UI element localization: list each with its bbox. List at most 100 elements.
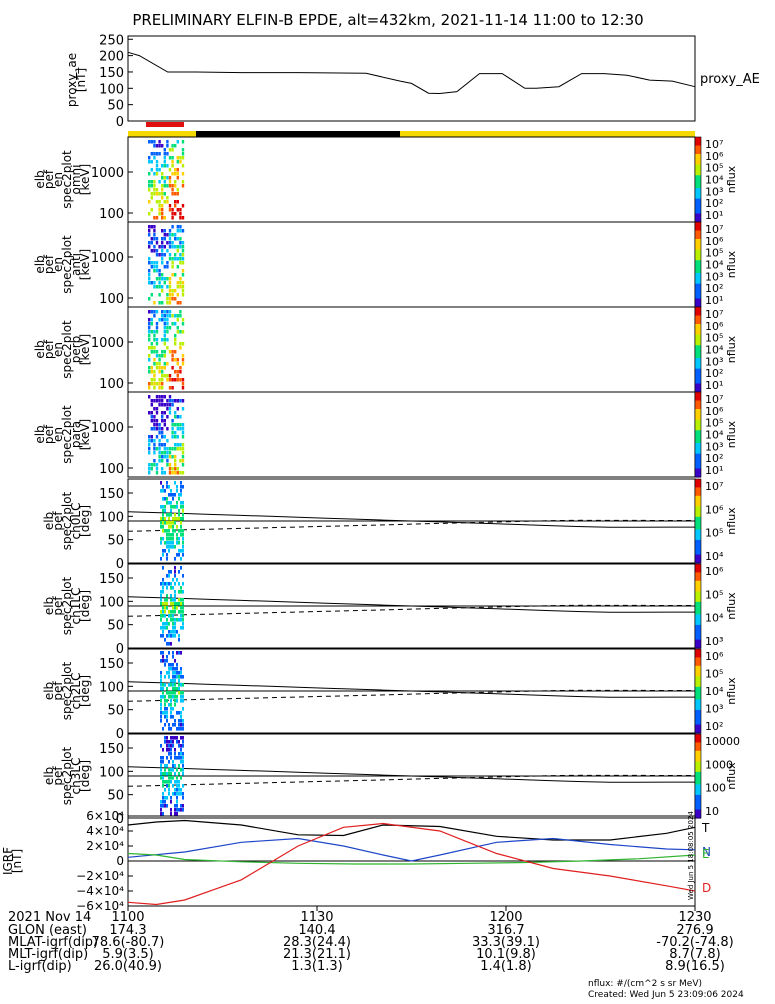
spec-cbar-cell: [695, 300, 701, 304]
pa-pixel: [176, 505, 178, 509]
spec-pixel: [163, 374, 166, 378]
spec-pixel: [174, 334, 177, 338]
spec-pixel: [174, 237, 177, 241]
pa-pixel: [172, 630, 174, 634]
igrf-tick-label: 6×10⁴: [86, 809, 124, 823]
pa-pixel: [178, 493, 180, 497]
pa-pixel: [168, 727, 170, 731]
pa-pixel: [182, 602, 184, 606]
spec-pixel: [153, 237, 156, 241]
pa-pixel: [182, 792, 184, 796]
pa-cbar-cell: [695, 487, 701, 491]
spec-pixel: [176, 188, 179, 192]
pa-pixel: [166, 780, 168, 784]
spec-pixel: [155, 354, 159, 358]
spec-cbar-tick: 10²: [705, 282, 723, 295]
pa-pixel: [182, 752, 184, 756]
spec-pixel: [161, 382, 164, 386]
pa-cbar-cell: [695, 755, 701, 758]
spec-cbar-cell: [695, 304, 701, 308]
pa-pixel: [178, 764, 180, 768]
spec-pixel: [176, 168, 179, 172]
pa-cbar-cell: [695, 716, 701, 719]
pa-pixel: [164, 489, 166, 493]
spec-cbar-cell: [695, 232, 701, 236]
pa-pixel: [160, 812, 162, 816]
pa-cbar-cell: [695, 724, 701, 728]
spec-pixel: [166, 346, 169, 350]
pa-pixel: [178, 792, 180, 796]
pa-pixel: [170, 545, 172, 549]
spec-pixel: [158, 443, 161, 447]
pa-pixel: [168, 667, 170, 671]
spec-pixel: [158, 455, 161, 459]
pa-cbar-cell: [695, 653, 701, 656]
spec-cbar-cell: [695, 419, 701, 423]
pa-pixel: [172, 614, 174, 618]
pa-pixel: [164, 703, 166, 707]
pa-pixel: [174, 671, 176, 675]
spec-pixel: [181, 293, 185, 297]
footer-cell: 174.3: [109, 923, 146, 938]
pa-pixel: [168, 485, 170, 489]
spec-cbar-cell: [695, 156, 701, 159]
pa-pixel: [176, 740, 178, 744]
spec-cbar-cell: [695, 222, 701, 225]
spec-cbar-cell: [695, 415, 701, 419]
pa-pixel: [170, 525, 172, 529]
spec-pixel: [148, 370, 151, 374]
pa-pixel: [160, 537, 162, 541]
pa-pixel: [174, 699, 176, 703]
spec-pixel: [161, 395, 164, 399]
spec-panel-1: 1000100elbpefenspec2plotanti[keV]10⁷10⁶1…: [33, 221, 738, 308]
spec-cbar-cell: [695, 194, 701, 198]
pa-cbar-cell: [695, 518, 701, 522]
pa-pixel: [172, 740, 174, 744]
pa-cbar-cell: [695, 752, 701, 756]
spec-cbar-cell: [695, 275, 701, 278]
pa-pixel: [176, 776, 178, 780]
pa-pixel: [170, 772, 172, 776]
pa-pixel: [180, 752, 182, 756]
spec-cbar-cell: [695, 217, 701, 221]
pa-cbar-cell: [695, 535, 701, 539]
spec-pixel: [181, 241, 185, 245]
pa-pixel: [170, 727, 172, 731]
pa-pixel: [176, 517, 178, 521]
spec-pixel: [158, 399, 161, 403]
pa-pixel: [182, 582, 184, 586]
spec-pixel: [150, 350, 153, 354]
spec-pixel: [181, 152, 185, 156]
spec-pixel: [168, 208, 172, 212]
footer-row-label: GLON (east): [8, 923, 87, 938]
spec-pixel: [166, 233, 169, 237]
spec-pixel: [181, 431, 185, 435]
spec-pixel: [155, 277, 159, 281]
pa-pixel: [180, 614, 182, 618]
spec-pixel: [148, 358, 151, 362]
pa-pixel: [172, 521, 174, 525]
spec-pixel: [148, 233, 151, 237]
spec-ylabel-line: spec2plot: [60, 235, 74, 294]
spec-pixel: [181, 447, 185, 451]
spec-cbar-cell: [695, 321, 701, 325]
spec-cbar-cell: [695, 302, 701, 306]
spec-pixel: [153, 245, 156, 249]
spec-pixel: [155, 342, 159, 346]
spec-pixel: [166, 338, 169, 342]
spec-pixel: [174, 423, 177, 427]
pa-cbar-cell: [695, 548, 701, 551]
pa-cbar-cell: [695, 539, 701, 543]
spec-cbar-cell: [695, 372, 701, 376]
spec-cbar-cell: [695, 436, 701, 440]
spec-pixel: [174, 314, 177, 318]
spec-pixel: [158, 253, 161, 257]
spec-cbar-tick: 10⁶: [705, 235, 724, 248]
spec-pixel: [171, 358, 174, 362]
pa-cbar-cell: [695, 527, 701, 530]
pa-cbar-tick: 10⁴: [705, 550, 724, 563]
spec-cbar-cell: [695, 207, 701, 210]
pa-cbar-cell: [695, 550, 701, 554]
pa-pixel: [180, 695, 182, 699]
pa-pixel: [160, 675, 162, 679]
